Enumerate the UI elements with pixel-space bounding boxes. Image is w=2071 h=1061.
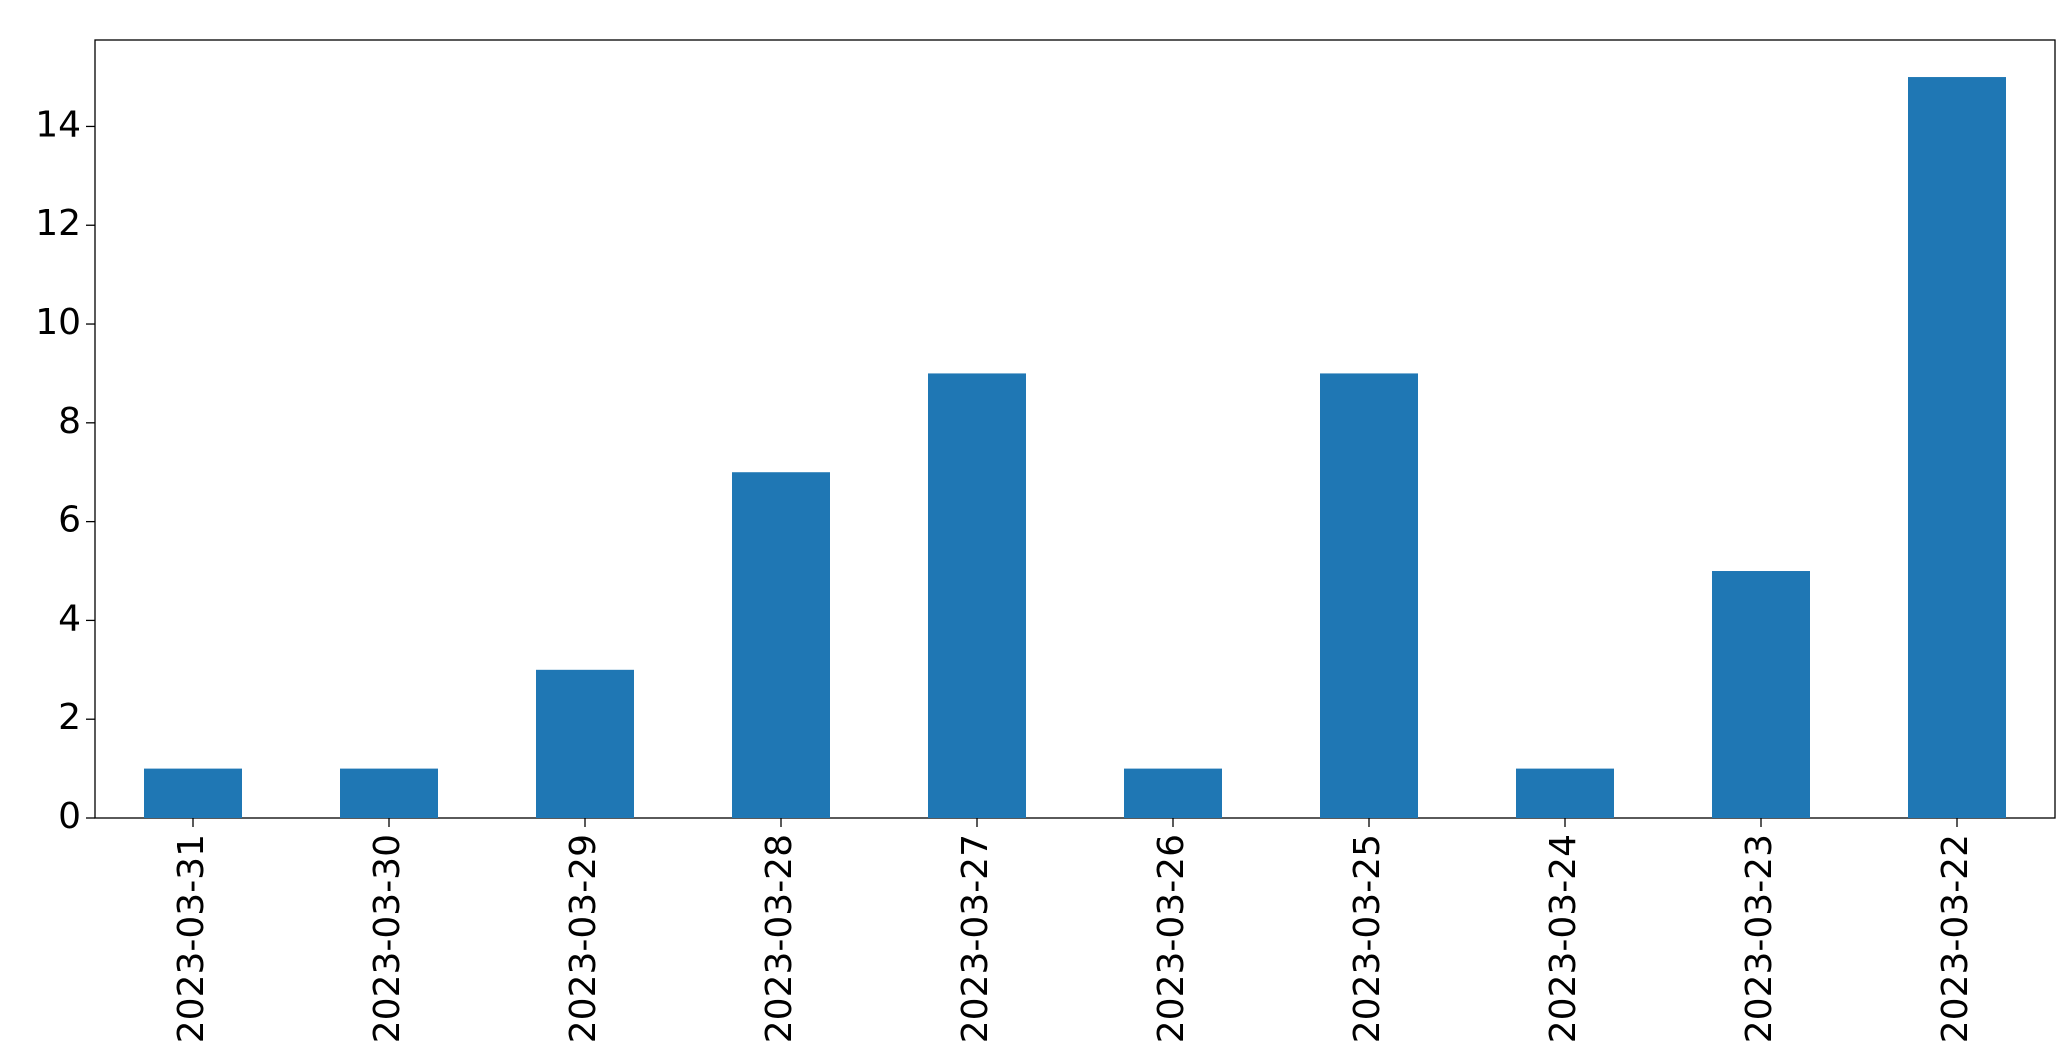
x-tick-label: 2023-03-23	[1739, 834, 1780, 1043]
x-tick-label: 2023-03-26	[1151, 834, 1192, 1043]
bar	[1908, 77, 2006, 819]
x-tick-label: 2023-03-24	[1543, 834, 1584, 1043]
y-tick-label: 2	[58, 697, 81, 738]
bar	[536, 669, 634, 818]
y-tick-label: 10	[35, 302, 81, 343]
x-tick-label: 2023-03-27	[955, 834, 996, 1043]
y-tick-label: 4	[58, 598, 81, 639]
x-tick-label: 2023-03-29	[563, 834, 604, 1043]
bar	[732, 472, 830, 818]
bar	[1124, 768, 1222, 818]
bar	[340, 768, 438, 818]
bar	[928, 373, 1026, 818]
x-tick-label: 2023-03-22	[1935, 834, 1976, 1043]
y-tick-label: 14	[35, 104, 81, 145]
bar	[144, 768, 242, 818]
y-tick-label: 0	[58, 796, 81, 837]
bar	[1320, 373, 1418, 818]
plot-frame	[94, 39, 2056, 819]
x-tick-label: 2023-03-25	[1347, 834, 1388, 1043]
y-tick-label: 6	[58, 500, 81, 541]
y-tick-label: 12	[35, 203, 81, 244]
x-tick-label: 2023-03-28	[759, 834, 800, 1043]
y-tick-label: 8	[58, 401, 81, 442]
x-tick-label: 2023-03-30	[367, 834, 408, 1043]
bar	[1712, 571, 1810, 818]
x-tick-label: 2023-03-31	[171, 834, 212, 1043]
bar	[1516, 768, 1614, 818]
